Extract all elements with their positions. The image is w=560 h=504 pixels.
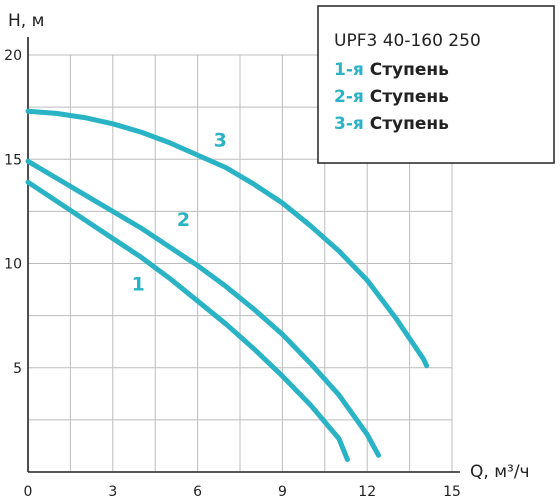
legend-entry-text: Ступень <box>364 60 449 80</box>
x-tick-label: 15 <box>443 484 461 500</box>
y-tick-label: 20 <box>4 48 22 64</box>
x-tick-label: 0 <box>24 484 33 500</box>
legend-entry-text: Ступень <box>364 87 449 107</box>
series-line-1 <box>25 179 350 462</box>
x-axis-label: Q, м³/ч <box>470 462 530 482</box>
curve-labels: 1 2 3 <box>132 130 227 296</box>
y-tick-label: 5 <box>13 361 22 377</box>
legend-entry-text: Ступень <box>364 114 449 134</box>
y-axis-label: H, м <box>8 11 44 31</box>
legend-entry-prefix: 3-я <box>334 114 364 134</box>
curve-label-1: 1 <box>132 274 145 296</box>
y-tick-label: 15 <box>4 152 22 168</box>
series-line-2 <box>25 158 381 458</box>
curve-label-2: 2 <box>177 209 190 231</box>
legend-entry-1: 1-я Ступень <box>334 60 449 80</box>
legend-entry-prefix: 2-я <box>334 87 364 107</box>
legend-title: UPF3 40-160 250 <box>334 31 481 51</box>
series-group <box>25 108 430 462</box>
curve-label-3: 3 <box>214 130 227 152</box>
y-tick-label: 10 <box>4 257 22 273</box>
x-tick-label: 3 <box>108 484 117 500</box>
x-tick-label: 9 <box>278 484 287 500</box>
legend-entry-prefix: 1-я <box>334 60 364 80</box>
series-line-3 <box>25 108 430 369</box>
legend-box <box>317 5 555 164</box>
grid <box>28 54 453 472</box>
x-tick-label: 12 <box>358 484 376 500</box>
x-tick-label: 6 <box>193 484 202 500</box>
legend-entry-3: 3-я Ступень <box>334 114 449 134</box>
legend-entry-2: 2-я Ступень <box>334 87 449 107</box>
